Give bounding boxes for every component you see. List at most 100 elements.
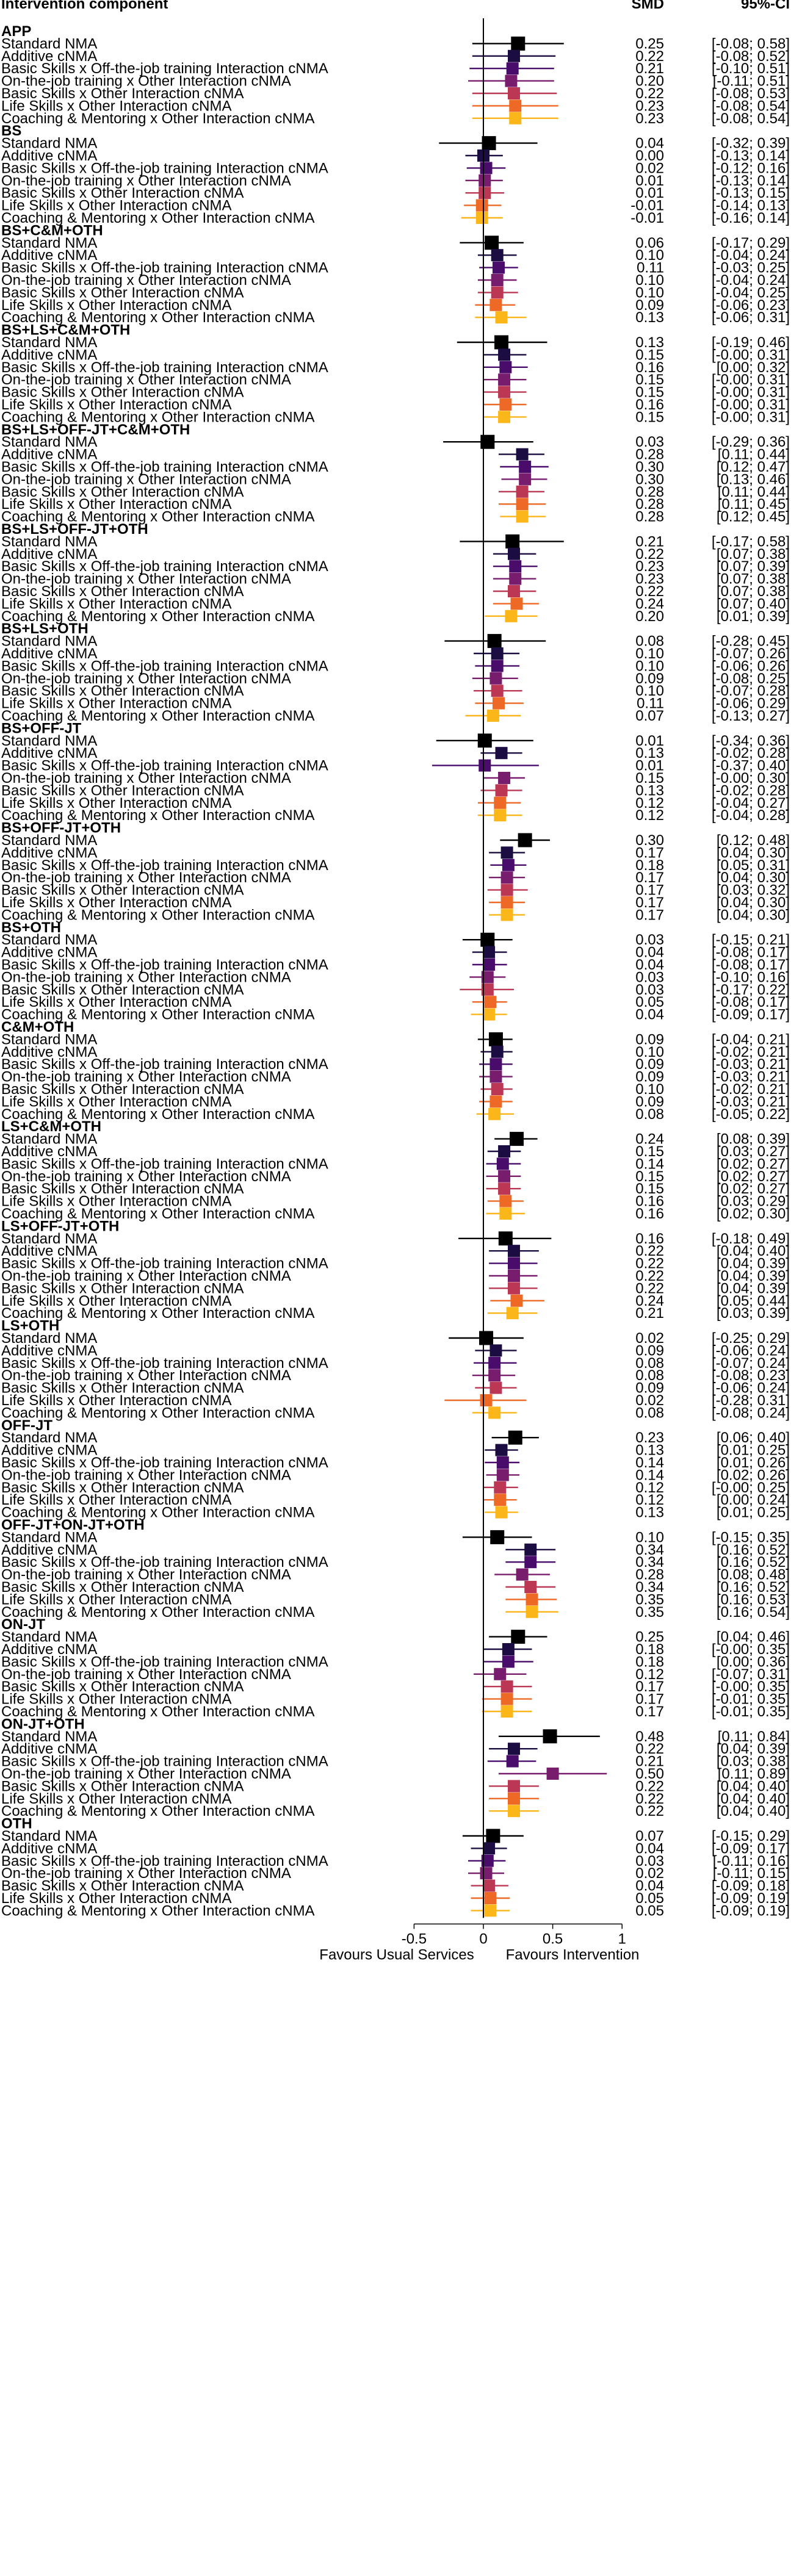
smd-value: 0.24: [635, 595, 664, 612]
point-estimate: [479, 759, 491, 772]
group-label: APP: [1, 23, 31, 40]
group-label: LS+OTH: [1, 1318, 59, 1334]
ci-value: [-0.07; 0.31]: [712, 1666, 790, 1683]
method-label: Coaching & Mentoring x Other Interaction…: [1, 907, 315, 923]
ci-value: [0.01; 0.25]: [717, 1505, 790, 1521]
smd-value: 0.08: [635, 1106, 664, 1123]
ci-value: [-0.02; 0.28]: [712, 782, 790, 799]
ci-value: [-0.06; 0.23]: [712, 297, 790, 314]
smd-value: 0.30: [635, 459, 664, 475]
point-estimate: [498, 348, 511, 361]
method-label: Additive cNMA: [1, 1840, 97, 1857]
ci-value: [0.07; 0.39]: [717, 558, 790, 575]
point-estimate: [507, 1270, 520, 1282]
smd-value: 0.15: [635, 770, 664, 786]
method-label: Life Skills x Other Interaction cNMA: [1, 397, 231, 413]
x-axis-label-left: Favours Usual Services: [319, 1946, 474, 1963]
method-label: Life Skills x Other Interaction cNMA: [1, 496, 231, 513]
ci-value: [-0.17; 0.22]: [712, 982, 790, 998]
point-estimate: [516, 1568, 529, 1581]
ci-value: [-0.08; 0.17]: [712, 957, 790, 973]
method-label: On-the-job training x Other Interaction …: [1, 272, 291, 289]
smd-value: 0.17: [635, 1691, 664, 1708]
method-label: Life Skills x Other Interaction cNMA: [1, 1093, 231, 1110]
method-label: On-the-job training x Other Interaction …: [1, 372, 291, 388]
ci-value: [-0.04; 0.27]: [712, 795, 790, 811]
method-label: Life Skills x Other Interaction cNMA: [1, 1293, 231, 1309]
ci-value: [-0.00; 0.35]: [712, 1641, 790, 1658]
point-estimate: [479, 1331, 494, 1345]
point-estimate: [483, 946, 496, 959]
method-label: Basic Skills x Other Interaction cNMA: [1, 185, 244, 201]
ci-value: [-0.18; 0.49]: [712, 1231, 790, 1247]
point-estimate: [477, 733, 492, 748]
point-estimate: [502, 1643, 515, 1655]
smd-value: 0.05: [635, 994, 664, 1010]
point-estimate: [489, 1070, 502, 1083]
point-estimate: [492, 261, 505, 274]
method-label: Basic Skills x Off-the-job training Inte…: [1, 359, 328, 376]
point-estimate: [510, 1294, 523, 1307]
ci-value: [-0.02; 0.21]: [712, 1081, 790, 1098]
ci-value: [-0.03; 0.21]: [712, 1056, 790, 1073]
point-estimate: [510, 597, 523, 610]
method-label: Basic Skills x Other Interaction cNMA: [1, 284, 244, 301]
point-estimate: [495, 311, 508, 324]
ci-value: [0.06; 0.40]: [717, 1430, 790, 1446]
smd-value: 0.22: [635, 85, 664, 102]
ci-value: [-0.12; 0.16]: [712, 160, 790, 176]
point-estimate: [500, 846, 513, 859]
smd-value: 0.25: [635, 1629, 664, 1646]
ci-value: [-0.10; 0.16]: [712, 969, 790, 985]
smd-value: 0.08: [635, 1367, 664, 1384]
method-label: Coaching & Mentoring x Other Interaction…: [1, 1007, 315, 1023]
ci-value: [0.00; 0.32]: [717, 359, 790, 376]
point-estimate: [491, 685, 504, 697]
group-label: LS+C&M+OTH: [1, 1118, 101, 1135]
method-label: On-the-job training x Other Interaction …: [1, 1268, 291, 1284]
method-label: Basic Skills x Off-the-job training Inte…: [1, 1256, 328, 1272]
method-label: Life Skills x Other Interaction cNMA: [1, 894, 231, 911]
point-estimate: [480, 1867, 493, 1880]
point-estimate: [498, 1231, 513, 1246]
method-label: On-the-job training x Other Interaction …: [1, 1865, 291, 1882]
smd-value: 0.09: [635, 1093, 664, 1110]
point-estimate: [498, 373, 511, 386]
point-estimate: [507, 1245, 520, 1257]
ci-value: [-0.08; 0.52]: [712, 48, 790, 65]
point-estimate: [491, 647, 504, 660]
point-estimate: [494, 1494, 507, 1506]
ci-value: [-0.04; 0.21]: [712, 1031, 790, 1048]
point-estimate: [494, 1481, 507, 1494]
method-label: Additive cNMA: [1, 745, 97, 761]
smd-value: 0.15: [635, 347, 664, 363]
point-estimate: [507, 547, 520, 560]
ci-value: [-0.00; 0.31]: [712, 397, 790, 413]
group-label: ON-JT+OTH: [1, 1716, 85, 1732]
method-label: Basic Skills x Off-the-job training Inte…: [1, 857, 328, 874]
method-label: Life Skills x Other Interaction cNMA: [1, 198, 231, 214]
ci-value: [0.04; 0.40]: [717, 1243, 790, 1259]
point-estimate: [500, 1693, 513, 1705]
smd-value: 0.01: [635, 733, 664, 749]
smd-value: 0.09: [635, 1031, 664, 1048]
method-label: Basic Skills x Other Interaction cNMA: [1, 1878, 244, 1894]
smd-value: 0.15: [635, 1168, 664, 1185]
ci-value: [-0.09; 0.19]: [712, 1890, 790, 1907]
point-estimate: [496, 1456, 509, 1469]
smd-value: -0.01: [630, 210, 664, 226]
method-label: Standard NMA: [1, 35, 97, 52]
method-label: On-the-job training x Other Interaction …: [1, 471, 291, 487]
smd-value: 0.21: [635, 533, 664, 550]
ci-value: [0.07; 0.38]: [717, 546, 790, 563]
method-label: Basic Skills x Other Interaction cNMA: [1, 1280, 244, 1297]
smd-value: 0.21: [635, 60, 664, 77]
point-estimate: [546, 1768, 559, 1780]
point-estimate: [486, 1829, 500, 1843]
smd-value: 0.21: [635, 1754, 664, 1770]
method-label: Standard NMA: [1, 1629, 97, 1646]
ci-value: [-0.06; 0.24]: [712, 1342, 790, 1359]
smd-value: 0.04: [635, 1840, 664, 1857]
smd-value: 0.04: [635, 1007, 664, 1023]
ci-value: [0.02; 0.27]: [717, 1181, 790, 1197]
